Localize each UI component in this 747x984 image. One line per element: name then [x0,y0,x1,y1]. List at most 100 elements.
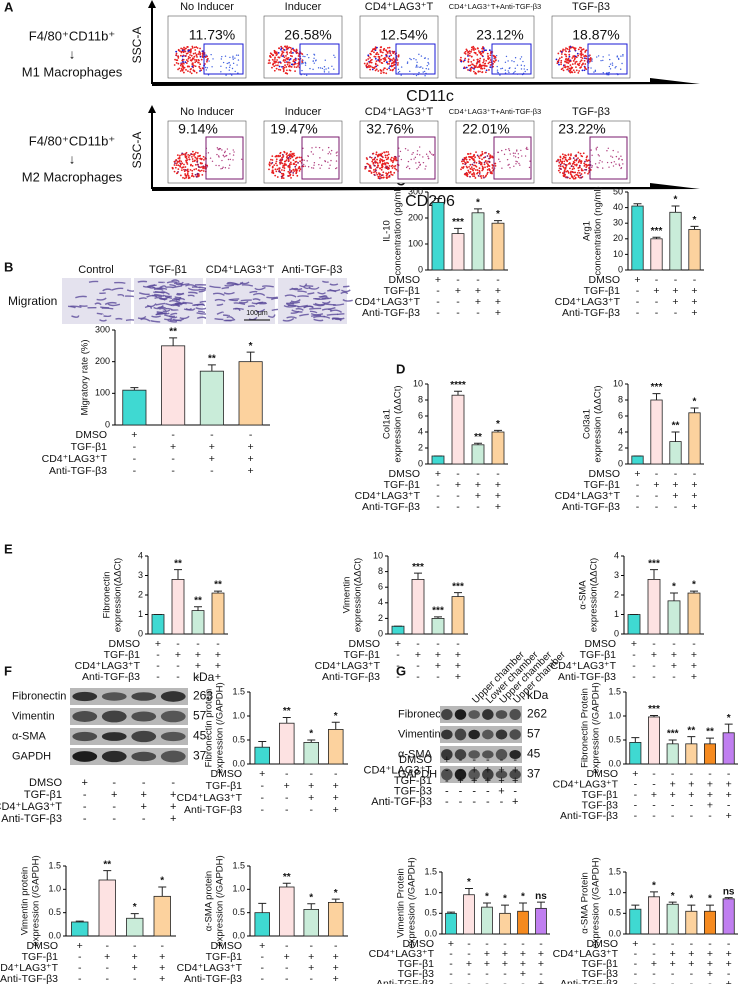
cell [577,157,579,160]
cell [479,175,482,178]
significance: * [334,711,338,722]
cell [306,160,308,162]
cell [588,159,590,162]
cell [313,54,316,56]
y-axis-label: Vimentin protein [20,867,31,935]
cell [602,56,604,58]
band [160,731,186,742]
condition-sign: + [672,490,678,502]
cell [282,174,285,177]
cell [327,153,329,155]
bar [722,898,735,935]
y-tick-label: 1 [138,609,143,619]
y-tick-label: 200 [95,356,110,366]
cell [416,61,418,63]
cell [514,156,517,158]
y-tick-label: 300 [95,324,110,334]
cell [585,57,588,60]
significance: * [727,713,731,724]
cell [479,70,481,73]
band-label: Fibronectin [398,708,452,720]
cell [528,166,531,169]
cell [478,172,481,175]
error-bar [690,225,699,230]
cell [484,166,486,169]
y-tick-label: 1 [614,609,619,619]
cell [391,174,394,176]
cell [302,59,304,62]
significance: * [689,894,693,905]
cell [367,163,370,166]
cell [221,55,223,58]
cell [580,169,583,172]
cell [461,166,463,169]
cell [508,71,510,74]
cell [298,165,301,168]
cell [483,176,485,179]
cell [561,153,564,156]
condition-sign: - [634,948,638,960]
cell [462,60,465,63]
condition-sign: + [691,660,697,672]
cell [507,60,509,62]
cell [461,160,463,163]
cell [180,283,190,287]
y-axis-label: expression(ΔΔCt) [353,558,364,632]
y-tick-label: 1.5 [48,860,61,870]
condition-sign: + [512,796,518,808]
condition-sign: - [142,813,146,825]
cell [415,59,417,61]
cell [609,68,612,70]
cell [482,47,485,50]
cell [391,167,394,169]
condition-name: TGF-β3 [394,785,432,797]
cell [366,66,369,69]
bar [685,743,698,765]
cell [376,46,378,49]
cell [310,151,313,153]
error-bar [650,891,658,897]
bar [666,903,679,935]
y-tick-label: 0.5 [608,908,621,918]
condition-sign: + [688,789,694,801]
cell [179,165,182,168]
cell [166,281,178,284]
condition-sign: + [538,978,544,984]
error-bar [670,592,678,601]
bar [471,444,485,465]
condition-name: Anti-TGF-β3 [362,501,420,513]
cell [216,303,224,306]
band [101,692,127,701]
condition-sign: - [655,307,659,319]
cell [575,158,578,161]
gate [203,43,244,75]
condition-sign: - [636,296,640,308]
condition-name: Anti-TGF-β3 [0,973,58,984]
cell [516,150,518,152]
cell [205,69,208,71]
cell [372,169,375,171]
cell [286,316,297,319]
cell [377,70,380,72]
cell [232,55,234,58]
cell [464,50,467,53]
cell [487,62,490,65]
cell [395,159,398,162]
y-tick-label: 0.0 [48,930,61,940]
cell [505,148,507,151]
cell [282,70,285,73]
cell [287,160,290,162]
condition-sign: - [636,490,640,502]
panel-label: G [396,663,406,678]
condition-sign: - [416,671,420,683]
cell [171,167,174,170]
error-bar [258,902,267,913]
bar [122,389,147,426]
cell [377,59,379,61]
y-axis-label: SSC-A [130,132,144,169]
cell [466,172,468,175]
condition-sign: - [285,804,289,816]
cell [369,56,371,59]
cell [285,69,288,72]
condition-sign: - [500,796,504,808]
